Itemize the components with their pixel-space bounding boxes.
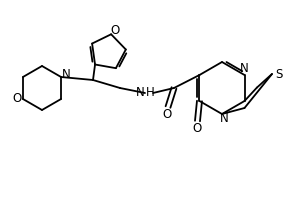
Text: N: N xyxy=(220,112,228,126)
Text: O: O xyxy=(162,108,172,120)
Text: O: O xyxy=(110,24,120,37)
Text: O: O xyxy=(193,121,202,134)
Text: S: S xyxy=(275,68,283,80)
Text: O: O xyxy=(12,92,22,106)
Text: H: H xyxy=(146,86,154,99)
Text: N: N xyxy=(62,68,70,82)
Text: N: N xyxy=(136,86,145,99)
Text: N: N xyxy=(240,62,249,74)
